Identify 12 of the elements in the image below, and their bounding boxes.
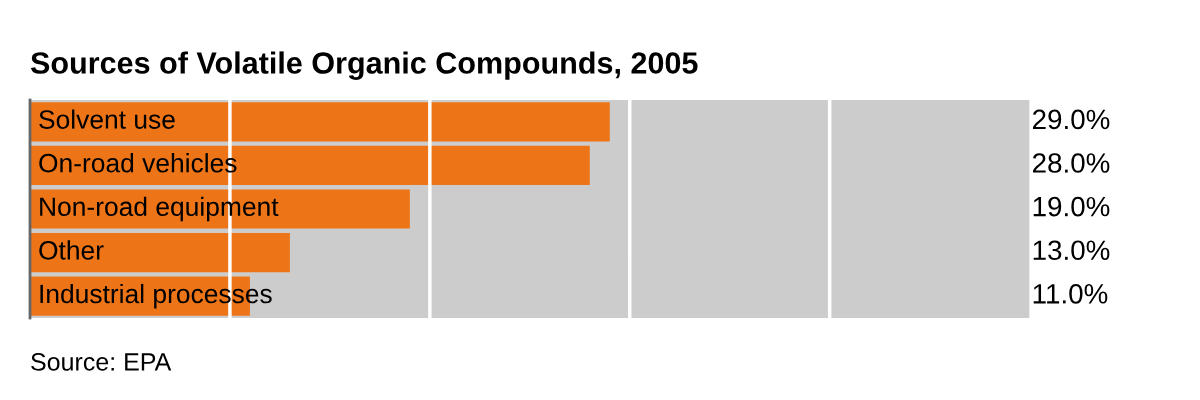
bar bbox=[30, 232, 290, 273]
y-tick-label: Other bbox=[39, 240, 104, 260]
source-note: Source: EPA bbox=[31, 353, 172, 371]
data-label: 28.0% bbox=[1033, 153, 1110, 173]
data-label: 19.0% bbox=[1033, 196, 1110, 217]
data-label: 29.0% bbox=[1033, 109, 1110, 130]
chart-title: Sources of Volatile Organic Compounds, 2005 bbox=[30, 51, 698, 80]
bar bbox=[30, 102, 610, 142]
bar bbox=[30, 145, 590, 186]
y-tick-label: Solvent use bbox=[39, 109, 175, 129]
data-label: 13.0% bbox=[1033, 240, 1110, 261]
data-label: 11.0% bbox=[1033, 283, 1108, 304]
